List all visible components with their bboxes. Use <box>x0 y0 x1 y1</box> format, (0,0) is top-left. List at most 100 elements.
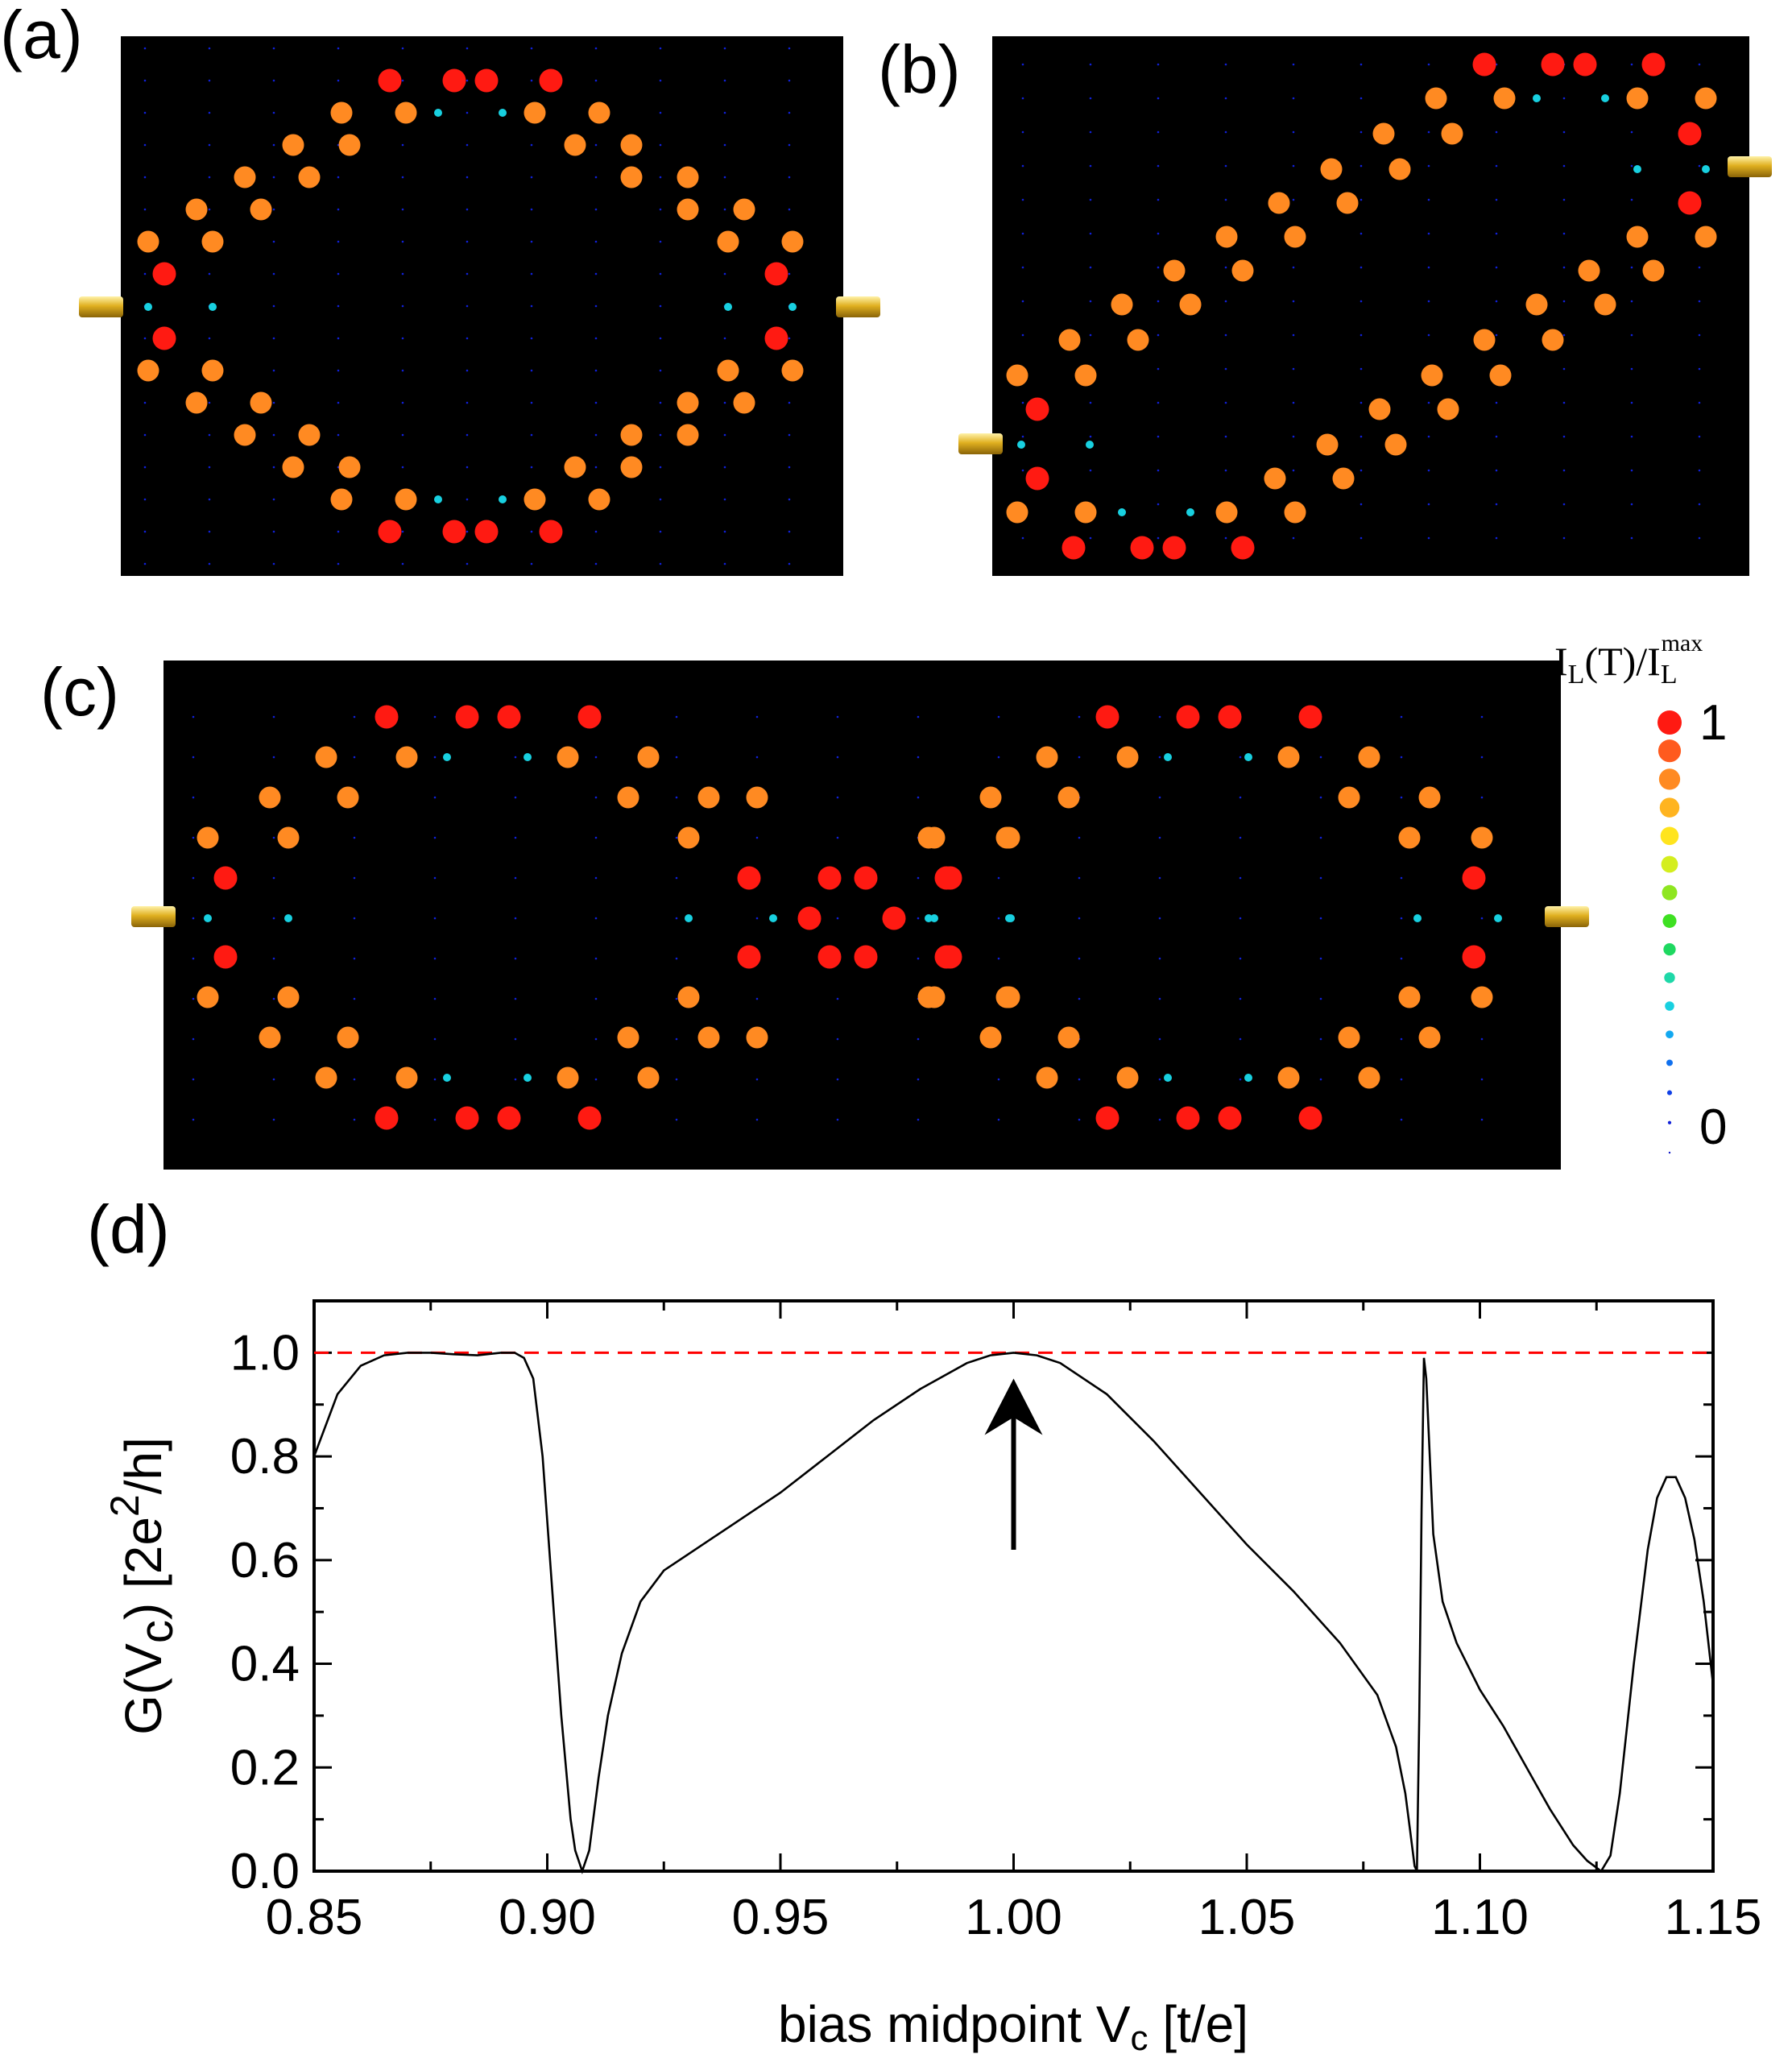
lattice-site <box>1427 130 1430 134</box>
current-site <box>1425 87 1447 110</box>
lead-a-right <box>836 296 880 317</box>
current-site <box>1095 705 1119 729</box>
lattice-site <box>514 876 517 880</box>
current-site <box>925 914 933 922</box>
lattice-site <box>1630 164 1633 168</box>
current-site <box>717 230 739 253</box>
lattice-site <box>433 1037 437 1041</box>
lattice-site <box>433 1118 437 1121</box>
lattice-site <box>466 47 469 50</box>
lattice-site <box>1021 333 1024 337</box>
lattice-site <box>675 997 678 1000</box>
current-site <box>557 746 579 768</box>
y-tick-label: 0.2 <box>230 1740 300 1795</box>
lattice-site <box>1292 198 1295 201</box>
lattice-site <box>466 240 469 243</box>
current-site <box>564 456 586 478</box>
colorbar: IL(T)/ILmax 1 0 <box>1554 630 1727 1155</box>
colorbar-swatch <box>1660 826 1679 846</box>
current-site <box>764 326 788 350</box>
x-tick-label: 0.95 <box>732 1890 830 1945</box>
lattice-site <box>1292 333 1295 337</box>
lattice-site <box>1089 435 1092 438</box>
current-site <box>1421 364 1443 387</box>
lattice-site <box>594 272 598 275</box>
lattice-site <box>192 836 195 839</box>
lattice-site <box>1078 715 1081 718</box>
lattice-site <box>401 208 404 211</box>
lattice-site <box>594 79 598 82</box>
current-site <box>620 456 643 478</box>
lattice-site <box>530 562 533 565</box>
lattice-site <box>272 1118 275 1121</box>
lattice-site <box>1562 164 1566 168</box>
lattice-site <box>1239 756 1242 759</box>
current-site <box>724 303 732 311</box>
current-site <box>1025 397 1049 421</box>
lattice-site <box>466 337 469 340</box>
current-site <box>213 945 238 969</box>
lattice-site <box>272 79 275 82</box>
lattice-site <box>997 917 1000 920</box>
lattice-site <box>755 836 759 839</box>
x-tick-label: 0.90 <box>499 1890 596 1945</box>
lattice-site <box>755 1118 759 1121</box>
lattice-site <box>337 47 340 50</box>
lattice-site <box>514 997 517 1000</box>
current-site <box>1368 398 1391 420</box>
lattice-site <box>433 715 437 718</box>
lattice-site <box>433 836 437 839</box>
lattice-site <box>1158 1037 1161 1041</box>
lattice-site <box>1630 266 1633 269</box>
lattice-site <box>208 562 211 565</box>
lattice-site <box>1630 435 1633 438</box>
lattice-site <box>401 530 404 533</box>
lattice-site <box>530 466 533 469</box>
current-site <box>1702 165 1710 173</box>
current-site <box>1489 364 1512 387</box>
lattice-site <box>401 272 404 275</box>
current-site <box>375 705 399 729</box>
current-site <box>1215 501 1238 524</box>
lattice-site <box>401 562 404 565</box>
lattice-site <box>208 176 211 179</box>
lattice-site <box>1292 300 1295 303</box>
current-site <box>1695 87 1717 110</box>
lattice-site <box>1078 917 1081 920</box>
current-site <box>588 101 610 124</box>
lattice-site <box>1157 401 1160 404</box>
lattice-site <box>1224 333 1227 337</box>
lattice-site <box>755 917 759 920</box>
current-site <box>979 786 1002 809</box>
lattice-a-background <box>121 36 843 576</box>
lattice-site <box>917 715 920 718</box>
current-site <box>1218 1106 1242 1130</box>
lattice-site <box>1224 130 1227 134</box>
lattice-site <box>594 304 598 308</box>
current-site <box>677 424 699 446</box>
lattice-site <box>433 876 437 880</box>
lattice-site <box>1089 401 1092 404</box>
current-site <box>137 230 159 253</box>
lattice-site <box>1157 130 1160 134</box>
current-site <box>497 1106 521 1130</box>
colorbar-swatch <box>1663 942 1676 956</box>
lattice-site <box>1224 300 1227 303</box>
lattice-site <box>1239 836 1242 839</box>
lattice-site <box>1400 957 1403 960</box>
current-site <box>685 914 693 922</box>
lattice-site <box>466 79 469 82</box>
lattice-site <box>337 369 340 372</box>
current-site <box>1493 87 1516 110</box>
current-site <box>620 166 643 188</box>
lattice-site <box>1224 198 1227 201</box>
lattice-site <box>1078 1118 1081 1121</box>
lattice-site <box>1239 997 1242 1000</box>
current-site <box>677 166 699 188</box>
current-site <box>1179 293 1202 316</box>
lattice-site <box>272 530 275 533</box>
lattice-site <box>1630 333 1633 337</box>
current-site <box>677 391 699 414</box>
lattice-site <box>353 1078 356 1081</box>
lattice-site <box>659 176 662 179</box>
